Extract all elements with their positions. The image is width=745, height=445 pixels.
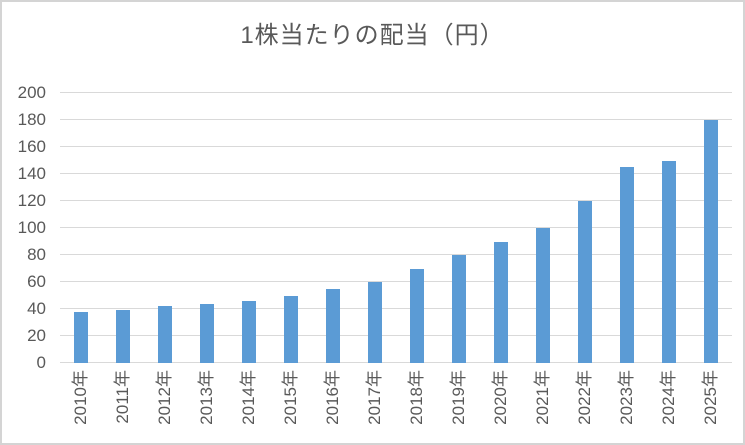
gridline-200 bbox=[60, 92, 732, 93]
gridline-120 bbox=[60, 200, 732, 201]
x-axis-label-2025年: 2025年 bbox=[701, 370, 720, 425]
gridline-80 bbox=[60, 254, 732, 255]
x-axis-label-2018年: 2018年 bbox=[407, 370, 426, 425]
y-axis-label-140: 140 bbox=[17, 164, 46, 183]
x-axis-label-2017年: 2017年 bbox=[365, 370, 384, 425]
bar-2015年 bbox=[284, 295, 298, 363]
x-axis-label-2015年: 2015年 bbox=[281, 370, 300, 425]
bar-2012年 bbox=[158, 306, 172, 363]
bar-2018年 bbox=[410, 268, 424, 363]
x-axis-label-2023年: 2023年 bbox=[617, 370, 636, 425]
x-axis-label-2022年: 2022年 bbox=[575, 370, 594, 425]
gridline-20 bbox=[60, 335, 732, 336]
y-axis-label-200: 200 bbox=[17, 83, 46, 102]
y-axis-label-40: 40 bbox=[27, 299, 46, 318]
gridline-40 bbox=[60, 308, 732, 309]
bar-2024年 bbox=[662, 160, 676, 363]
x-axis-label-2019年: 2019年 bbox=[449, 370, 468, 425]
plot-area bbox=[60, 92, 732, 363]
y-axis-label-100: 100 bbox=[17, 218, 46, 237]
x-axis-label-2010年: 2010年 bbox=[71, 370, 90, 425]
x-axis-label-2016年: 2016年 bbox=[323, 370, 342, 425]
gridline-100 bbox=[60, 227, 732, 228]
x-axis-label-2014年: 2014年 bbox=[239, 370, 258, 425]
bar-2022年 bbox=[578, 201, 592, 363]
y-axis-label-180: 180 bbox=[17, 110, 46, 129]
y-axis-label-120: 120 bbox=[17, 191, 46, 210]
gridline-160 bbox=[60, 146, 732, 147]
gridline-0 bbox=[60, 362, 732, 363]
bar-2017年 bbox=[368, 282, 382, 363]
bar-2019年 bbox=[452, 255, 466, 363]
y-axis-label-60: 60 bbox=[27, 272, 46, 291]
x-axis-label-2012年: 2012年 bbox=[155, 370, 174, 425]
gridline-180 bbox=[60, 119, 732, 120]
bar-2016年 bbox=[326, 288, 340, 363]
bar-2011年 bbox=[116, 310, 130, 363]
bar-2021年 bbox=[536, 228, 550, 363]
gridline-60 bbox=[60, 281, 732, 282]
y-axis-label-0: 0 bbox=[36, 353, 46, 372]
x-axis-label-2013年: 2013年 bbox=[197, 370, 216, 425]
x-axis-label-2011年: 2011年 bbox=[113, 370, 132, 424]
x-axis-label-2020年: 2020年 bbox=[491, 370, 510, 425]
y-axis-label-20: 20 bbox=[27, 326, 46, 345]
chart-title: 1株当たりの配当（円） bbox=[240, 22, 505, 49]
y-axis-label-80: 80 bbox=[27, 245, 46, 264]
bar-2014年 bbox=[242, 300, 256, 363]
x-axis-label-2024年: 2024年 bbox=[659, 370, 678, 425]
bar-2010年 bbox=[74, 311, 88, 363]
y-axis-label-160: 160 bbox=[17, 137, 46, 156]
gridline-140 bbox=[60, 173, 732, 174]
x-axis-label-2021年: 2021年 bbox=[533, 370, 552, 425]
bar-2025年 bbox=[704, 120, 718, 363]
bar-2013年 bbox=[200, 303, 214, 363]
bar-2023年 bbox=[620, 167, 634, 363]
bar-2020年 bbox=[494, 241, 508, 363]
